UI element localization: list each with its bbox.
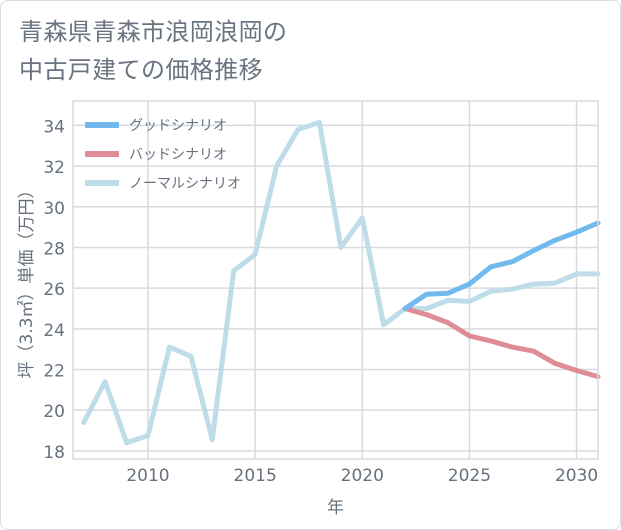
y-tick-label-22: 22 xyxy=(43,362,65,382)
series-line-1 xyxy=(402,306,601,380)
x-tick-label-2020: 2020 xyxy=(341,466,384,486)
axes-layer: 18 20 22 24 26 28 30 32 34 2010 2015 2020 2025 2030 坪（… xyxy=(17,100,599,518)
legend-label-1: バッドシナリオ xyxy=(129,147,227,163)
y-tick-label-26: 26 xyxy=(43,280,65,300)
x-tick-label-2010: 2010 xyxy=(126,466,169,486)
chart-title-line-2: 中古戸建ての価格推移 xyxy=(19,56,263,84)
plot-frame xyxy=(72,100,599,460)
y-axis-label: 坪（3.3㎡）単価（万円） xyxy=(17,181,37,378)
chart-title-line-1: 青森県青森市浪岡浪岡の xyxy=(19,18,288,46)
y-tick-label-30: 30 xyxy=(43,199,65,219)
series-line-0 xyxy=(402,220,601,311)
y-tick-label-28: 28 xyxy=(43,239,65,259)
y-tick-label-24: 24 xyxy=(43,321,65,341)
x-tick-label-2030: 2030 xyxy=(555,466,598,486)
y-tick-label-34: 34 xyxy=(43,117,65,137)
y-tick-label-18: 18 xyxy=(43,443,65,463)
legend-label-2: ノーマルシナリオ xyxy=(129,176,241,192)
x-tick-label-2015: 2015 xyxy=(234,466,277,486)
x-axis-label: 年 xyxy=(327,498,344,518)
y-tick-label-20: 20 xyxy=(43,402,65,422)
series-line-2 xyxy=(81,119,601,446)
legend-label-0: グッドシナリオ xyxy=(129,118,227,134)
series-layer xyxy=(81,119,601,446)
x-tick-label-2025: 2025 xyxy=(448,466,491,486)
y-tick-label-32: 32 xyxy=(43,158,65,178)
chart-title: 青森県青森市浪岡浪岡の 中古戸建ての価格推移 xyxy=(19,13,579,89)
